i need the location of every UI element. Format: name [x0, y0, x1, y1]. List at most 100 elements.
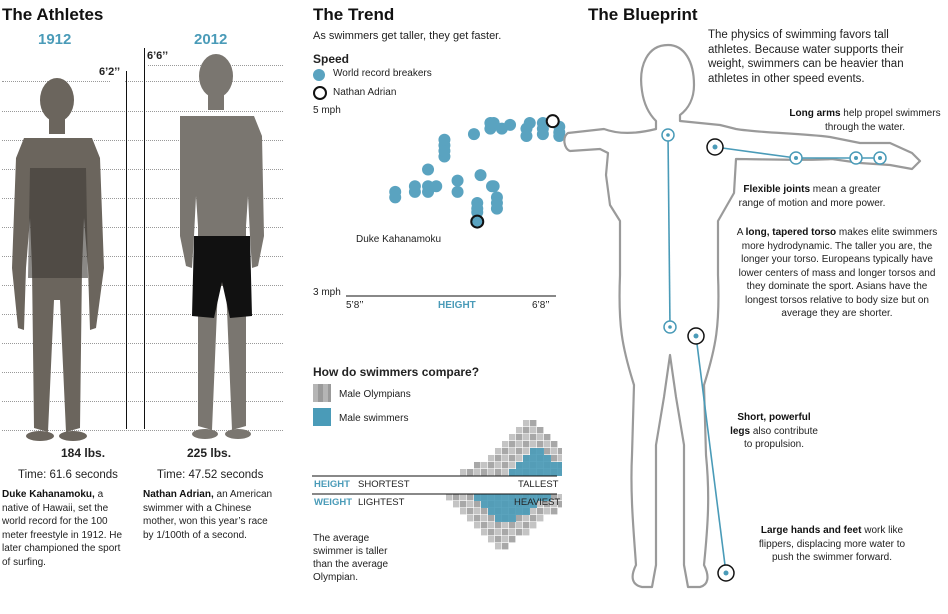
height-guide [2, 198, 283, 199]
olympian-bar [488, 529, 495, 536]
joint-markers [661, 128, 887, 582]
olympian-bar [509, 536, 516, 543]
olympian-bar [467, 469, 474, 476]
arm-line [714, 146, 797, 159]
record-point [487, 180, 500, 193]
olympian-bar [502, 441, 509, 448]
height-guide [2, 227, 283, 228]
olympian-bar [551, 455, 558, 462]
olympian-bar [537, 501, 544, 508]
lightest-label: LIGHTEST [358, 497, 405, 508]
olympian-bar [467, 494, 474, 501]
height-guide [2, 111, 283, 112]
swimmer-bar [509, 494, 516, 522]
time-1912: Time: 61.6 seconds [18, 469, 118, 481]
legend-swatch-swimmers [313, 408, 331, 426]
record-point [430, 180, 443, 193]
histogram-chart: HEIGHT SHORTEST TALLEST WEIGHT LIGHTEST … [312, 420, 562, 550]
olympian-bar [530, 515, 537, 522]
swimmer-bar [481, 494, 488, 508]
olympian-bar [502, 462, 509, 469]
olympian-bar [495, 469, 502, 476]
olympian-bar [460, 494, 467, 501]
olympian-bar [488, 469, 495, 476]
swimmer-bar [495, 494, 502, 522]
olympian-bar [474, 522, 481, 529]
olympian-bar [460, 508, 467, 515]
height-label: HEIGHT [314, 479, 350, 490]
olympian-bar [453, 494, 460, 501]
blueprint-title: The Blueprint [588, 5, 698, 24]
y-tick-5mph: 5 mph [313, 105, 341, 116]
olympian-bar [523, 529, 530, 536]
swimmer-bar [537, 448, 544, 476]
bio-text: a native of Hawaii, set the world record… [2, 489, 123, 568]
olympian-bar [495, 455, 502, 462]
olympian-bar [516, 441, 523, 448]
legend-swatch-olympians [313, 384, 331, 402]
olympian-bar [467, 501, 474, 508]
swimmer-bar [537, 494, 544, 501]
olympian-bar [523, 434, 530, 441]
swimmer-bar [523, 494, 530, 515]
olympian-bar [495, 522, 502, 529]
olympian-bar [537, 434, 544, 441]
olympian-bar [481, 522, 488, 529]
note-torso-bold: long, tapered torso [745, 227, 837, 238]
legend-swimmers: Male swimmers [339, 413, 409, 424]
olympian-bar [481, 462, 488, 469]
olympian-bar [446, 494, 453, 501]
swimmer-bar [502, 494, 509, 522]
olympian-bar [495, 462, 502, 469]
olympian-bar [509, 455, 516, 462]
speed-label: Speed [313, 52, 350, 66]
bio-name: Nathan Adrian, [143, 489, 214, 500]
athlete-photo-1912 [12, 78, 104, 441]
legend-olympians: Male Olympians [339, 389, 411, 400]
record-point [490, 202, 503, 215]
bio-kahanamoku: Duke Kahanamoku, a native of Hawaii, set… [2, 488, 130, 569]
olympian-bar [481, 469, 488, 476]
height-guide [2, 430, 283, 431]
x-tick-min: 5’8’’ [346, 300, 364, 311]
olympian-bar [523, 448, 530, 455]
note-arms: Long arms help propel swimmers through t… [785, 107, 945, 134]
record-point [504, 118, 517, 131]
olympian-bar [481, 508, 488, 515]
shortest-label: SHORTEST [358, 479, 410, 490]
record-point [422, 163, 435, 176]
blueprint-intro: The physics of swimming favors tall athl… [708, 29, 904, 85]
swimmer-bar [530, 448, 537, 476]
swimmer-bar [516, 462, 523, 476]
weight-label: WEIGHT [314, 497, 352, 508]
y-tick-3mph: 3 mph [313, 287, 341, 298]
height-guide [2, 285, 283, 286]
record-point [536, 128, 549, 141]
olympian-bar [530, 427, 537, 434]
height-guide [2, 343, 283, 344]
annotation-kahanamoku: Duke Kahanamoku [356, 234, 441, 245]
swimmer-bar [474, 494, 481, 501]
olympian-bar [474, 501, 481, 508]
height-guide [2, 169, 283, 170]
olympian-bar [474, 469, 481, 476]
legend-adrian: Nathan Adrian [333, 87, 397, 98]
olympian-bar [551, 494, 558, 501]
olympian-bar [509, 448, 516, 455]
olympian-bar [537, 427, 544, 434]
swimmer-bar [544, 455, 551, 476]
tallest-label: TALLEST [518, 479, 559, 490]
olympian-bar [523, 515, 530, 522]
olympian-bar [502, 455, 509, 462]
record-point [422, 180, 435, 193]
olympian-bar [502, 536, 509, 543]
olympian-bar [495, 448, 502, 455]
bio-name: Duke Kahanamoku, [2, 489, 95, 500]
trend-subtitle: As swimmers get taller, they get faster. [313, 30, 502, 42]
bio-text: an American swimmer with a Chinese mothe… [143, 489, 273, 541]
olympian-bar [537, 515, 544, 522]
record-point [467, 128, 480, 141]
swimmer-bar [523, 455, 530, 476]
olympian-bar [523, 420, 530, 427]
legend-ring-adrian [313, 86, 327, 100]
